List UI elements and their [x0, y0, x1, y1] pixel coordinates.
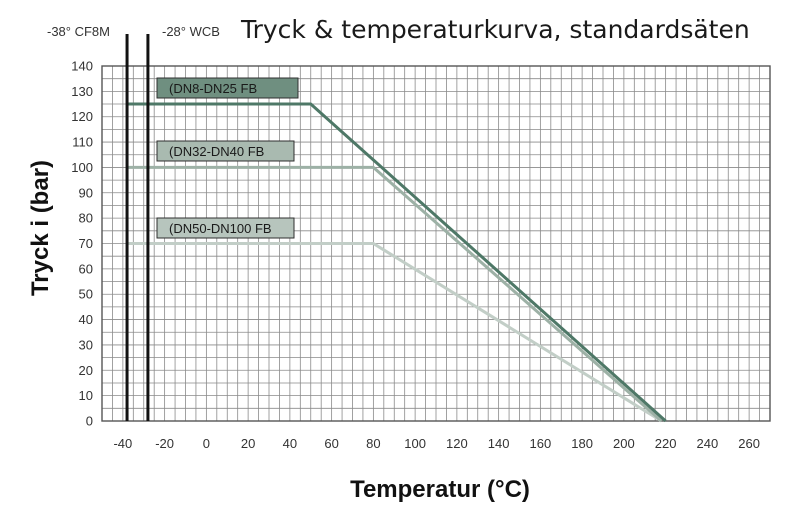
temperature-markers: -38° CF8M -28° WCB — [47, 24, 220, 421]
x-tick-label: 220 — [655, 436, 677, 451]
x-tick-label: 0 — [203, 436, 210, 451]
x-tick-label: 200 — [613, 436, 635, 451]
series-label: (DN32-DN40 FB — [156, 140, 295, 162]
y-tick-label: 130 — [71, 84, 93, 99]
series-lines — [127, 102, 667, 423]
y-tick-label: 30 — [79, 337, 93, 352]
x-axis-title: Temperatur (°C) — [350, 476, 530, 503]
x-tick-label: 120 — [446, 436, 468, 451]
y-tick-label: 100 — [71, 160, 93, 175]
y-tick-label: 10 — [79, 388, 93, 403]
series-line — [127, 165, 663, 423]
y-tick-label: 120 — [71, 109, 93, 124]
x-tick-label: -20 — [155, 436, 174, 451]
x-tick-label: 240 — [697, 436, 719, 451]
series-label-box — [156, 217, 295, 239]
y-tick-label: 40 — [79, 312, 93, 327]
temperature-marker-label: -38° CF8M — [47, 24, 110, 39]
series-label-text: (DN50-DN100 FB — [169, 221, 272, 236]
series-label-text: (DN8-DN25 FB — [169, 81, 257, 96]
x-tick-label: -40 — [113, 436, 132, 451]
x-tick-label: 20 — [241, 436, 255, 451]
chart-title: Tryck & temperaturkurva, standardsäten — [240, 15, 750, 44]
x-tick-label: 40 — [283, 436, 297, 451]
series-label: (DN50-DN100 FB — [156, 217, 295, 239]
x-tick-label: 60 — [324, 436, 338, 451]
y-tick-label: 110 — [72, 135, 93, 150]
series-label-box — [156, 140, 295, 162]
x-tick-label: 140 — [488, 436, 510, 451]
series-line — [127, 242, 663, 423]
series-labels: (DN8-DN25 FB (DN32-DN40 FB (DN50-DN100 FB — [156, 77, 299, 239]
y-tick-label: 50 — [79, 287, 93, 302]
series-label-text: (DN32-DN40 FB — [169, 144, 264, 159]
y-tick-label: 90 — [79, 185, 93, 200]
y-tick-label: 60 — [79, 261, 93, 276]
x-tick-label: 260 — [738, 436, 760, 451]
series-line — [127, 102, 667, 423]
x-tick-label: 80 — [366, 436, 380, 451]
series-label-box — [156, 77, 299, 99]
x-tick-labels: -40 -20 0 20 40 60 80 100 120 140 160 180 200 220 240 2… — [113, 436, 760, 451]
y-axis-title: Tryck i (bar) — [27, 160, 54, 296]
y-tick-label: 140 — [71, 59, 93, 74]
plot-frame — [101, 65, 771, 422]
y-tick-label: 70 — [79, 236, 93, 251]
x-tick-label: 100 — [404, 436, 426, 451]
y-tick-label: 80 — [79, 211, 93, 226]
y-tick-label: 20 — [79, 363, 93, 378]
y-tick-label: 0 — [86, 414, 93, 429]
temperature-marker-label: -28° WCB — [162, 24, 220, 39]
x-tick-label: 180 — [571, 436, 593, 451]
y-tick-labels: 0 10 20 30 40 50 60 70 80 90 100 110 120 130 140 — [71, 59, 93, 429]
x-tick-label: 160 — [530, 436, 552, 451]
series-label: (DN8-DN25 FB — [156, 77, 299, 99]
